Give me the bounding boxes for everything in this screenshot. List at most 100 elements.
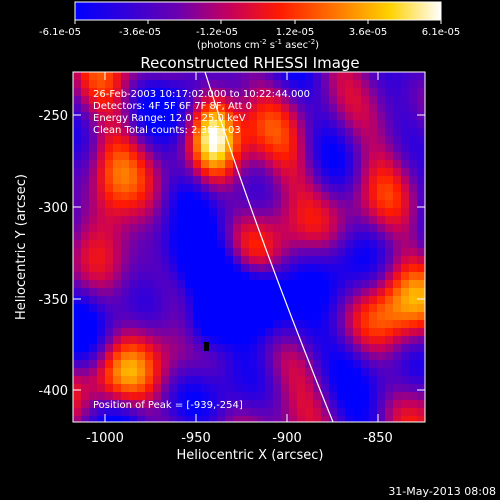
heatmap-cell [329, 168, 337, 176]
heatmap-cell [297, 408, 305, 416]
heatmap-cell [89, 208, 97, 216]
heatmap-cell [217, 128, 225, 136]
heatmap-cell [289, 280, 297, 288]
heatmap-cell [145, 416, 153, 422]
heatmap-cell [313, 360, 321, 368]
heatmap-cell [193, 288, 201, 296]
heatmap-cell [273, 144, 281, 152]
heatmap-cell [353, 264, 361, 272]
heatmap-cell [129, 88, 137, 96]
heatmap-cell [305, 296, 313, 304]
heatmap-cell [241, 128, 249, 136]
heatmap-cell [73, 144, 81, 152]
heatmap-cell [209, 208, 217, 216]
heatmap-cell [337, 344, 345, 352]
heatmap-cell [121, 144, 129, 152]
heatmap-cell [417, 112, 425, 120]
heatmap-cell [281, 232, 289, 240]
heatmap-cell [265, 256, 273, 264]
heatmap-cell [233, 112, 241, 120]
heatmap-cell [353, 296, 361, 304]
heatmap-cell [137, 184, 145, 192]
heatmap-cell [177, 80, 185, 88]
heatmap-cell [89, 280, 97, 288]
heatmap-cell [81, 80, 89, 88]
heatmap-cell [209, 104, 217, 112]
heatmap-cell [225, 248, 233, 256]
heatmap-cell [105, 400, 113, 408]
heatmap-cell [321, 248, 329, 256]
heatmap-cell [377, 112, 385, 120]
heatmap-cell [217, 336, 225, 344]
heatmap-cell [193, 272, 201, 280]
heatmap-cell [137, 320, 145, 328]
heatmap-cell [153, 384, 161, 392]
heatmap-cell [249, 328, 257, 336]
heatmap-cell [129, 352, 137, 360]
heatmap-cell [153, 176, 161, 184]
heatmap-cell [321, 296, 329, 304]
heatmap-cell [217, 88, 225, 96]
heatmap-cell [105, 224, 113, 232]
heatmap-cell [153, 104, 161, 112]
heatmap-cell [145, 72, 153, 80]
heatmap-cell [185, 288, 193, 296]
heatmap-cell [209, 96, 217, 104]
solar-limb-line [204, 72, 334, 422]
heatmap-cell [353, 392, 361, 400]
heatmap-cell [233, 96, 241, 104]
heatmap-cell [161, 368, 169, 376]
heatmap-cell [305, 200, 313, 208]
heatmap-cell [369, 384, 377, 392]
heatmap-cell [401, 304, 409, 312]
heatmap-cell [185, 352, 193, 360]
heatmap-cell [81, 152, 89, 160]
heatmap-cell [225, 104, 233, 112]
heatmap-cell [217, 312, 225, 320]
heatmap-cell [153, 400, 161, 408]
heatmap-cell [129, 184, 137, 192]
heatmap-cell [393, 72, 401, 80]
heatmap-cell [81, 336, 89, 344]
heatmap-cell [417, 392, 425, 400]
heatmap-cell [385, 120, 393, 128]
heatmap-cell [305, 160, 313, 168]
heatmap-cell [337, 80, 345, 88]
heatmap-cell [385, 368, 393, 376]
heatmap-cell [233, 136, 241, 144]
heatmap-cell [73, 256, 81, 264]
heatmap-cell [129, 304, 137, 312]
heatmap-cell [241, 296, 249, 304]
heatmap-cell [265, 272, 273, 280]
heatmap-cell [377, 88, 385, 96]
heatmap-cell [137, 288, 145, 296]
heatmap-cell [137, 400, 145, 408]
heatmap-cell [353, 416, 361, 422]
heatmap-cell [289, 400, 297, 408]
heatmap-cell [337, 72, 345, 80]
heatmap-cell [73, 72, 81, 80]
heatmap-cell [321, 224, 329, 232]
heatmap-cell [409, 200, 417, 208]
heatmap-cell [393, 320, 401, 328]
heatmap-cell [73, 352, 81, 360]
heatmap-cell [89, 352, 97, 360]
heatmap-cell [73, 320, 81, 328]
heatmap-cell [257, 280, 265, 288]
heatmap-cell [385, 160, 393, 168]
heatmap-cell [265, 208, 273, 216]
heatmap-cell [145, 400, 153, 408]
heatmap-cell [233, 264, 241, 272]
heatmap-cell [241, 216, 249, 224]
heatmap-cell [321, 328, 329, 336]
heatmap-cell [409, 304, 417, 312]
heatmap-cell [305, 384, 313, 392]
heatmap-cell [225, 320, 233, 328]
heatmap-cell [329, 344, 337, 352]
heatmap-cell [137, 296, 145, 304]
heatmap-cell [281, 328, 289, 336]
heatmap-cell [321, 136, 329, 144]
heatmap-cell [297, 184, 305, 192]
heatmap-cell [137, 88, 145, 96]
heatmap-cell [329, 240, 337, 248]
